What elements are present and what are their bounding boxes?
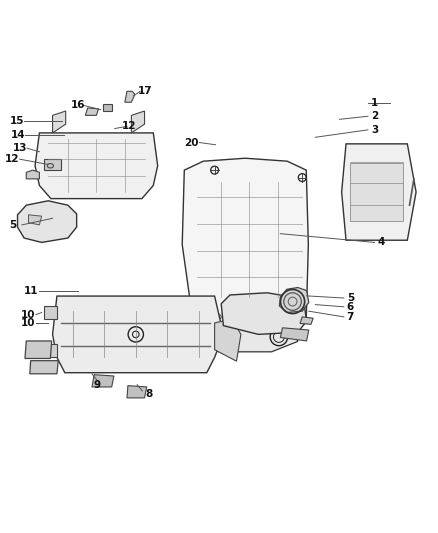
Polygon shape: [350, 163, 403, 221]
Polygon shape: [92, 375, 114, 387]
Polygon shape: [18, 201, 77, 243]
Text: 9: 9: [94, 379, 101, 390]
Polygon shape: [35, 133, 158, 199]
Polygon shape: [25, 341, 52, 359]
Text: 13: 13: [12, 143, 27, 154]
Polygon shape: [182, 158, 308, 331]
Text: 12: 12: [5, 154, 20, 164]
Polygon shape: [342, 144, 416, 240]
Polygon shape: [30, 361, 58, 374]
Text: 10: 10: [21, 310, 36, 320]
Text: 7: 7: [347, 312, 354, 322]
Text: 4: 4: [378, 237, 385, 247]
Polygon shape: [53, 111, 66, 133]
Text: 20: 20: [184, 138, 199, 148]
Polygon shape: [26, 170, 39, 179]
Polygon shape: [125, 91, 135, 102]
Text: 12: 12: [122, 122, 137, 131]
Polygon shape: [103, 104, 112, 111]
Text: 14: 14: [11, 130, 26, 140]
Text: 5: 5: [10, 220, 17, 230]
Text: 15: 15: [9, 116, 24, 126]
Text: 5: 5: [347, 293, 354, 303]
Polygon shape: [85, 108, 99, 115]
Text: 11: 11: [24, 286, 39, 296]
Polygon shape: [44, 306, 57, 319]
Text: 16: 16: [71, 100, 85, 110]
Text: 1: 1: [371, 98, 378, 108]
Polygon shape: [44, 159, 61, 170]
Text: 8: 8: [145, 389, 152, 399]
Text: 2: 2: [371, 111, 378, 122]
Polygon shape: [193, 322, 298, 352]
Polygon shape: [131, 111, 145, 133]
Polygon shape: [28, 215, 42, 225]
Text: 10: 10: [21, 318, 36, 328]
Polygon shape: [221, 293, 307, 334]
Polygon shape: [215, 319, 241, 361]
Polygon shape: [280, 328, 309, 341]
Polygon shape: [44, 344, 57, 358]
Polygon shape: [53, 296, 223, 373]
Polygon shape: [127, 386, 147, 398]
Text: 3: 3: [371, 125, 378, 135]
Polygon shape: [279, 287, 309, 312]
Polygon shape: [300, 317, 313, 324]
Text: 6: 6: [347, 302, 354, 312]
Text: 17: 17: [138, 86, 153, 96]
